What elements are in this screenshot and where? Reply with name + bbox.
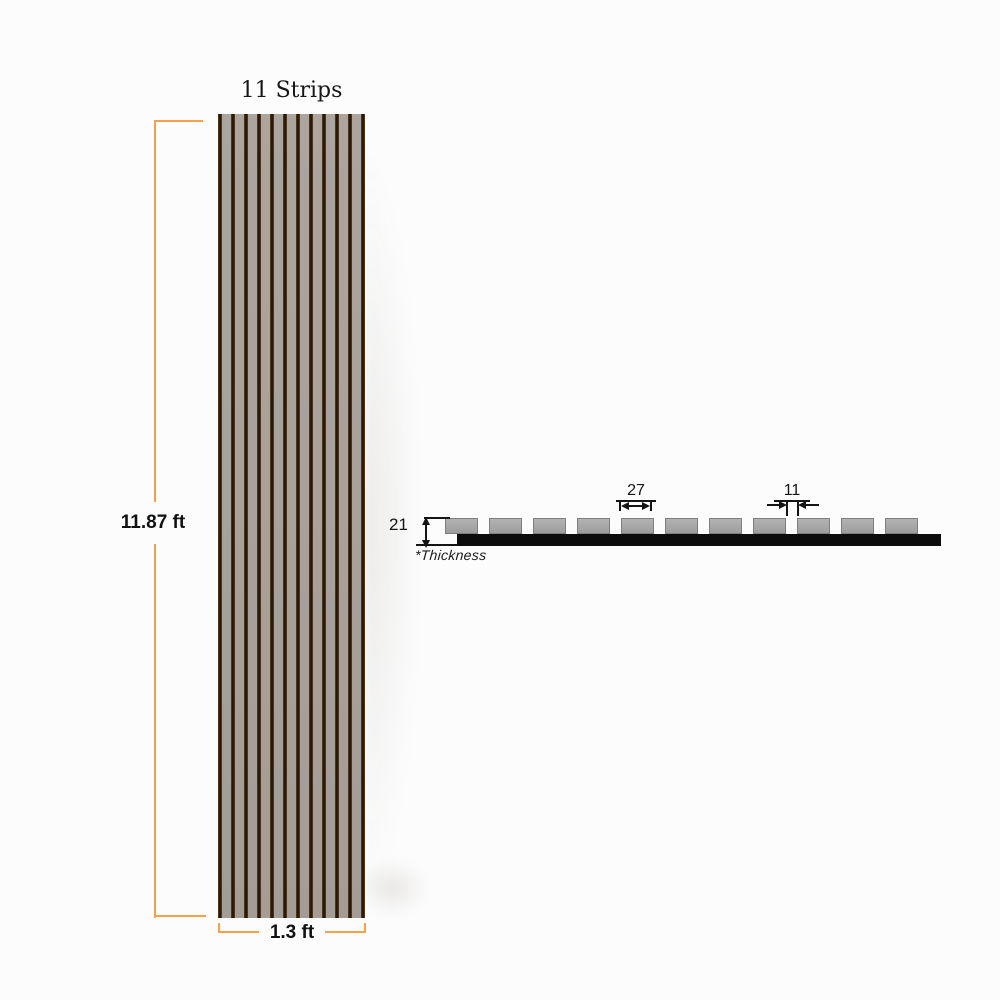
panel-groove xyxy=(296,114,300,918)
cross-section-slat xyxy=(841,518,874,534)
cross-section-slat xyxy=(577,518,610,534)
panel-soft-shadow xyxy=(363,140,421,910)
height-dimension-tick-bottom xyxy=(154,915,206,917)
cross-section-slat xyxy=(621,518,654,534)
thickness-caption: *Thickness xyxy=(414,547,488,563)
panel-groove xyxy=(335,114,339,918)
panel-groove xyxy=(348,114,352,918)
thickness-value: 21 xyxy=(389,515,408,534)
cross-section-slat xyxy=(489,518,522,534)
slat-width-tick-left xyxy=(619,500,621,511)
panel-groove xyxy=(361,114,365,918)
strips-count-label: 11 Strips xyxy=(240,78,343,103)
gap-width-tick-left xyxy=(786,500,788,516)
thickness-reference-line-bottom xyxy=(416,544,458,546)
slat-width-value: 27 xyxy=(616,481,656,502)
arrowhead-inward-left-icon xyxy=(798,501,806,509)
panel-height-label: 11.87 ft xyxy=(112,502,194,544)
arrowhead-up-icon xyxy=(422,517,430,525)
slat-width-tick-right xyxy=(650,500,652,511)
slat-panel-front xyxy=(218,114,365,918)
slat-width-dimension-line xyxy=(623,505,648,507)
thickness-reference-line-top xyxy=(424,517,450,519)
width-dimension-tick-left xyxy=(218,923,220,933)
panel-groove xyxy=(257,114,261,918)
gap-dimension-line-right xyxy=(806,504,819,506)
cross-section-slat xyxy=(445,518,478,534)
arrowhead-inward-right-icon xyxy=(779,501,787,509)
panel-groove xyxy=(283,114,287,918)
panel-groove xyxy=(270,114,274,918)
cross-section-slat xyxy=(533,518,566,534)
cross-section-slat xyxy=(885,518,918,534)
backing-board xyxy=(457,534,941,546)
panel-groove xyxy=(309,114,313,918)
panel-corner-shadow xyxy=(352,856,432,920)
gap-width-value: 11 xyxy=(774,481,810,502)
panel-width-label: 1.3 ft xyxy=(259,920,325,946)
panel-groove xyxy=(231,114,235,918)
width-dimension-tick-right xyxy=(364,923,366,933)
cross-section-slat xyxy=(753,518,786,534)
cross-section-slat xyxy=(709,518,742,534)
panel-groove xyxy=(244,114,248,918)
cross-section-slat xyxy=(797,518,830,534)
panel-groove xyxy=(322,114,326,918)
arrowhead-left-icon xyxy=(621,502,629,510)
cross-section-slat xyxy=(665,518,698,534)
arrowhead-right-icon xyxy=(642,502,650,510)
panel-groove xyxy=(218,114,222,918)
height-dimension-tick-top xyxy=(154,120,203,122)
cross-section-view xyxy=(445,518,941,546)
thickness-dimension-line xyxy=(425,521,427,543)
gap-dimension-line-left xyxy=(767,504,780,506)
